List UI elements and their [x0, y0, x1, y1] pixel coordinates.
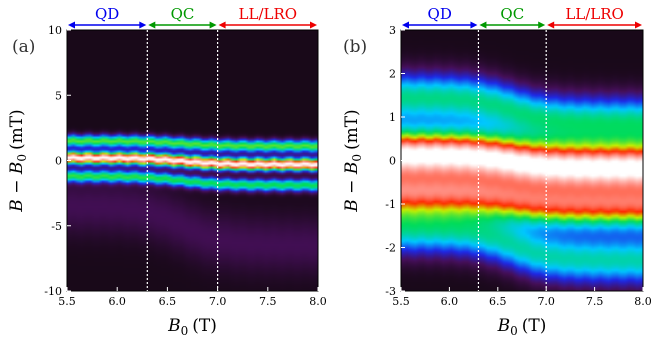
region-label-qd: QD [95, 5, 119, 23]
panel-a: 5.5 6.0 6.5 7.0 7.5 8.0 -10 -5 0 5 10 QD QC LL/LRO (a)… [7, 5, 327, 338]
x-tick-label: 6.0 [441, 295, 459, 308]
region-arrow-head-left [68, 21, 75, 29]
region-label-qc: QC [500, 5, 524, 23]
region-arrow-head-right [310, 21, 317, 29]
y-tick-label: 10 [48, 24, 62, 37]
region-arrow-head-left [479, 21, 487, 29]
region-arrow-head-left [402, 21, 409, 29]
y-tick-label: 0 [55, 155, 62, 168]
panel-label: (a) [12, 37, 35, 57]
x-tick-label: 8.0 [634, 295, 652, 308]
region-arrow-head-right [470, 21, 478, 29]
region-label-qc: QC [171, 5, 195, 23]
x-tick-label: 7.0 [537, 295, 555, 308]
y-axis-label: B − B0(mT) [342, 109, 364, 212]
x-axis-label: B0 (T) [497, 316, 547, 338]
x-tick-label: 7.5 [586, 295, 604, 308]
x-tick-label: 7.5 [259, 295, 277, 308]
region-label-ll-lro: LL/LRO [565, 5, 624, 23]
y-tick-label: 1 [389, 111, 396, 124]
region-arrow-head-left [148, 21, 156, 29]
region-label-ll-lro: LL/LRO [239, 5, 298, 23]
region-arrow-head-right [538, 21, 546, 29]
y-tick-label: 3 [389, 24, 396, 37]
region-arrow-head-left [218, 21, 226, 29]
region-arrow-head-right [139, 21, 147, 29]
x-tick-label: 5.5 [392, 295, 410, 308]
region-label-qd: QD [428, 5, 452, 23]
y-tick-label: -2 [385, 242, 396, 255]
region-arrow-head-left [547, 21, 555, 29]
y-tick-label: -3 [385, 285, 396, 298]
y-axis-label: B − B0(mT) [7, 109, 29, 212]
heatmap-image [401, 30, 643, 291]
x-tick-label: 8.0 [309, 295, 327, 308]
panel-label: (b) [343, 37, 367, 57]
region-arrow-head-right [209, 21, 217, 29]
panel-b: 5.5 6.0 6.5 7.0 7.5 8.0 -3 -2 -1 0 1 2 3 QD QC LL/LRO (b… [342, 5, 652, 338]
y-tick-label: 2 [389, 68, 396, 81]
y-tick-label: 0 [389, 155, 396, 168]
x-tick-label: 6.5 [489, 295, 507, 308]
x-tick-label: 7.0 [209, 295, 227, 308]
region-arrow-head-right [635, 21, 642, 29]
x-tick-label: 5.5 [58, 295, 76, 308]
heatmap-image [67, 30, 318, 291]
y-tick-label: 5 [55, 89, 62, 102]
y-tick-label: -1 [385, 198, 396, 211]
y-tick-label: -10 [44, 285, 62, 298]
x-tick-label: 6.0 [108, 295, 126, 308]
x-tick-label: 6.5 [159, 295, 177, 308]
y-tick-label: -5 [51, 220, 62, 233]
x-axis-label: B0 (T) [167, 316, 217, 338]
